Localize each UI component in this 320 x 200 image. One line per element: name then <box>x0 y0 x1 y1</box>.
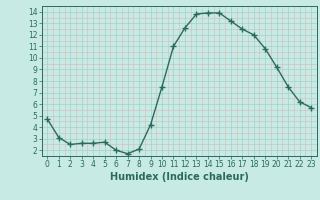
X-axis label: Humidex (Indice chaleur): Humidex (Indice chaleur) <box>110 172 249 182</box>
